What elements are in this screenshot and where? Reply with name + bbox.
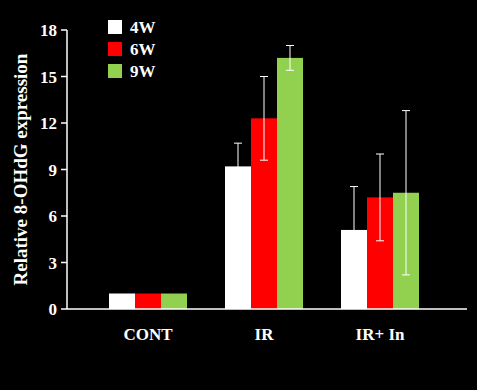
error-cap	[286, 70, 294, 71]
y-tick-label: 6	[49, 207, 58, 226]
error-bar	[260, 77, 268, 161]
y-tick-label: 9	[49, 161, 58, 180]
bars	[109, 46, 419, 310]
legend-swatch	[108, 64, 122, 78]
bar	[161, 294, 187, 310]
error-cap	[286, 45, 294, 46]
bar	[277, 58, 303, 309]
chart-root: CONT IR IR+ In 0 3 6 9 12 15 18 Relative 8-OHdG ex…	[0, 0, 477, 390]
chart-svg: CONT IR IR+ In 0 3 6 9 12 15 18 Relative 8-OHdG ex…	[0, 0, 477, 390]
error-stem	[406, 111, 407, 275]
y-tick-label: 0	[49, 300, 58, 319]
y-tick	[61, 29, 67, 31]
y-tick-label: 15	[40, 68, 57, 87]
bar	[109, 294, 135, 310]
y-tick	[61, 308, 67, 310]
y-tick	[61, 76, 67, 78]
y-tick-label: 12	[40, 114, 57, 133]
legend-label: 4W	[130, 18, 156, 37]
error-cap	[260, 76, 268, 77]
error-bar	[376, 154, 384, 241]
error-cap	[402, 274, 410, 275]
error-stem	[238, 143, 239, 190]
error-bar	[402, 111, 410, 275]
x-tick-label: CONT	[123, 325, 173, 344]
error-bar	[350, 187, 358, 274]
legend-swatch	[108, 42, 122, 56]
error-cap	[350, 273, 358, 274]
y-axis-label: Relative 8-OHdG expression	[10, 53, 31, 285]
error-cap	[376, 240, 384, 241]
error-cap	[234, 143, 242, 144]
legend-label: 6W	[130, 40, 156, 59]
y-tick-label: 18	[40, 21, 57, 40]
error-stem	[264, 77, 265, 161]
error-bar	[286, 46, 294, 71]
y-tick	[61, 169, 67, 171]
error-cap	[402, 110, 410, 111]
y-tick	[61, 122, 67, 124]
legend-swatch	[108, 20, 122, 34]
error-stem	[290, 46, 291, 71]
error-cap	[260, 160, 268, 161]
x-axis	[67, 308, 467, 310]
error-stem	[354, 187, 355, 274]
error-stem	[380, 154, 381, 241]
y-tick	[61, 215, 67, 217]
x-tick-label: IR	[255, 325, 275, 344]
legend-label: 9W	[130, 62, 156, 81]
error-cap	[234, 189, 242, 190]
background	[0, 0, 477, 390]
y-tick-label: 3	[49, 254, 58, 273]
error-bar	[234, 143, 242, 190]
error-cap	[350, 186, 358, 187]
error-cap	[376, 154, 384, 155]
y-tick	[61, 262, 67, 264]
bar	[135, 294, 161, 310]
x-tick-label: IR+ In	[356, 325, 405, 344]
